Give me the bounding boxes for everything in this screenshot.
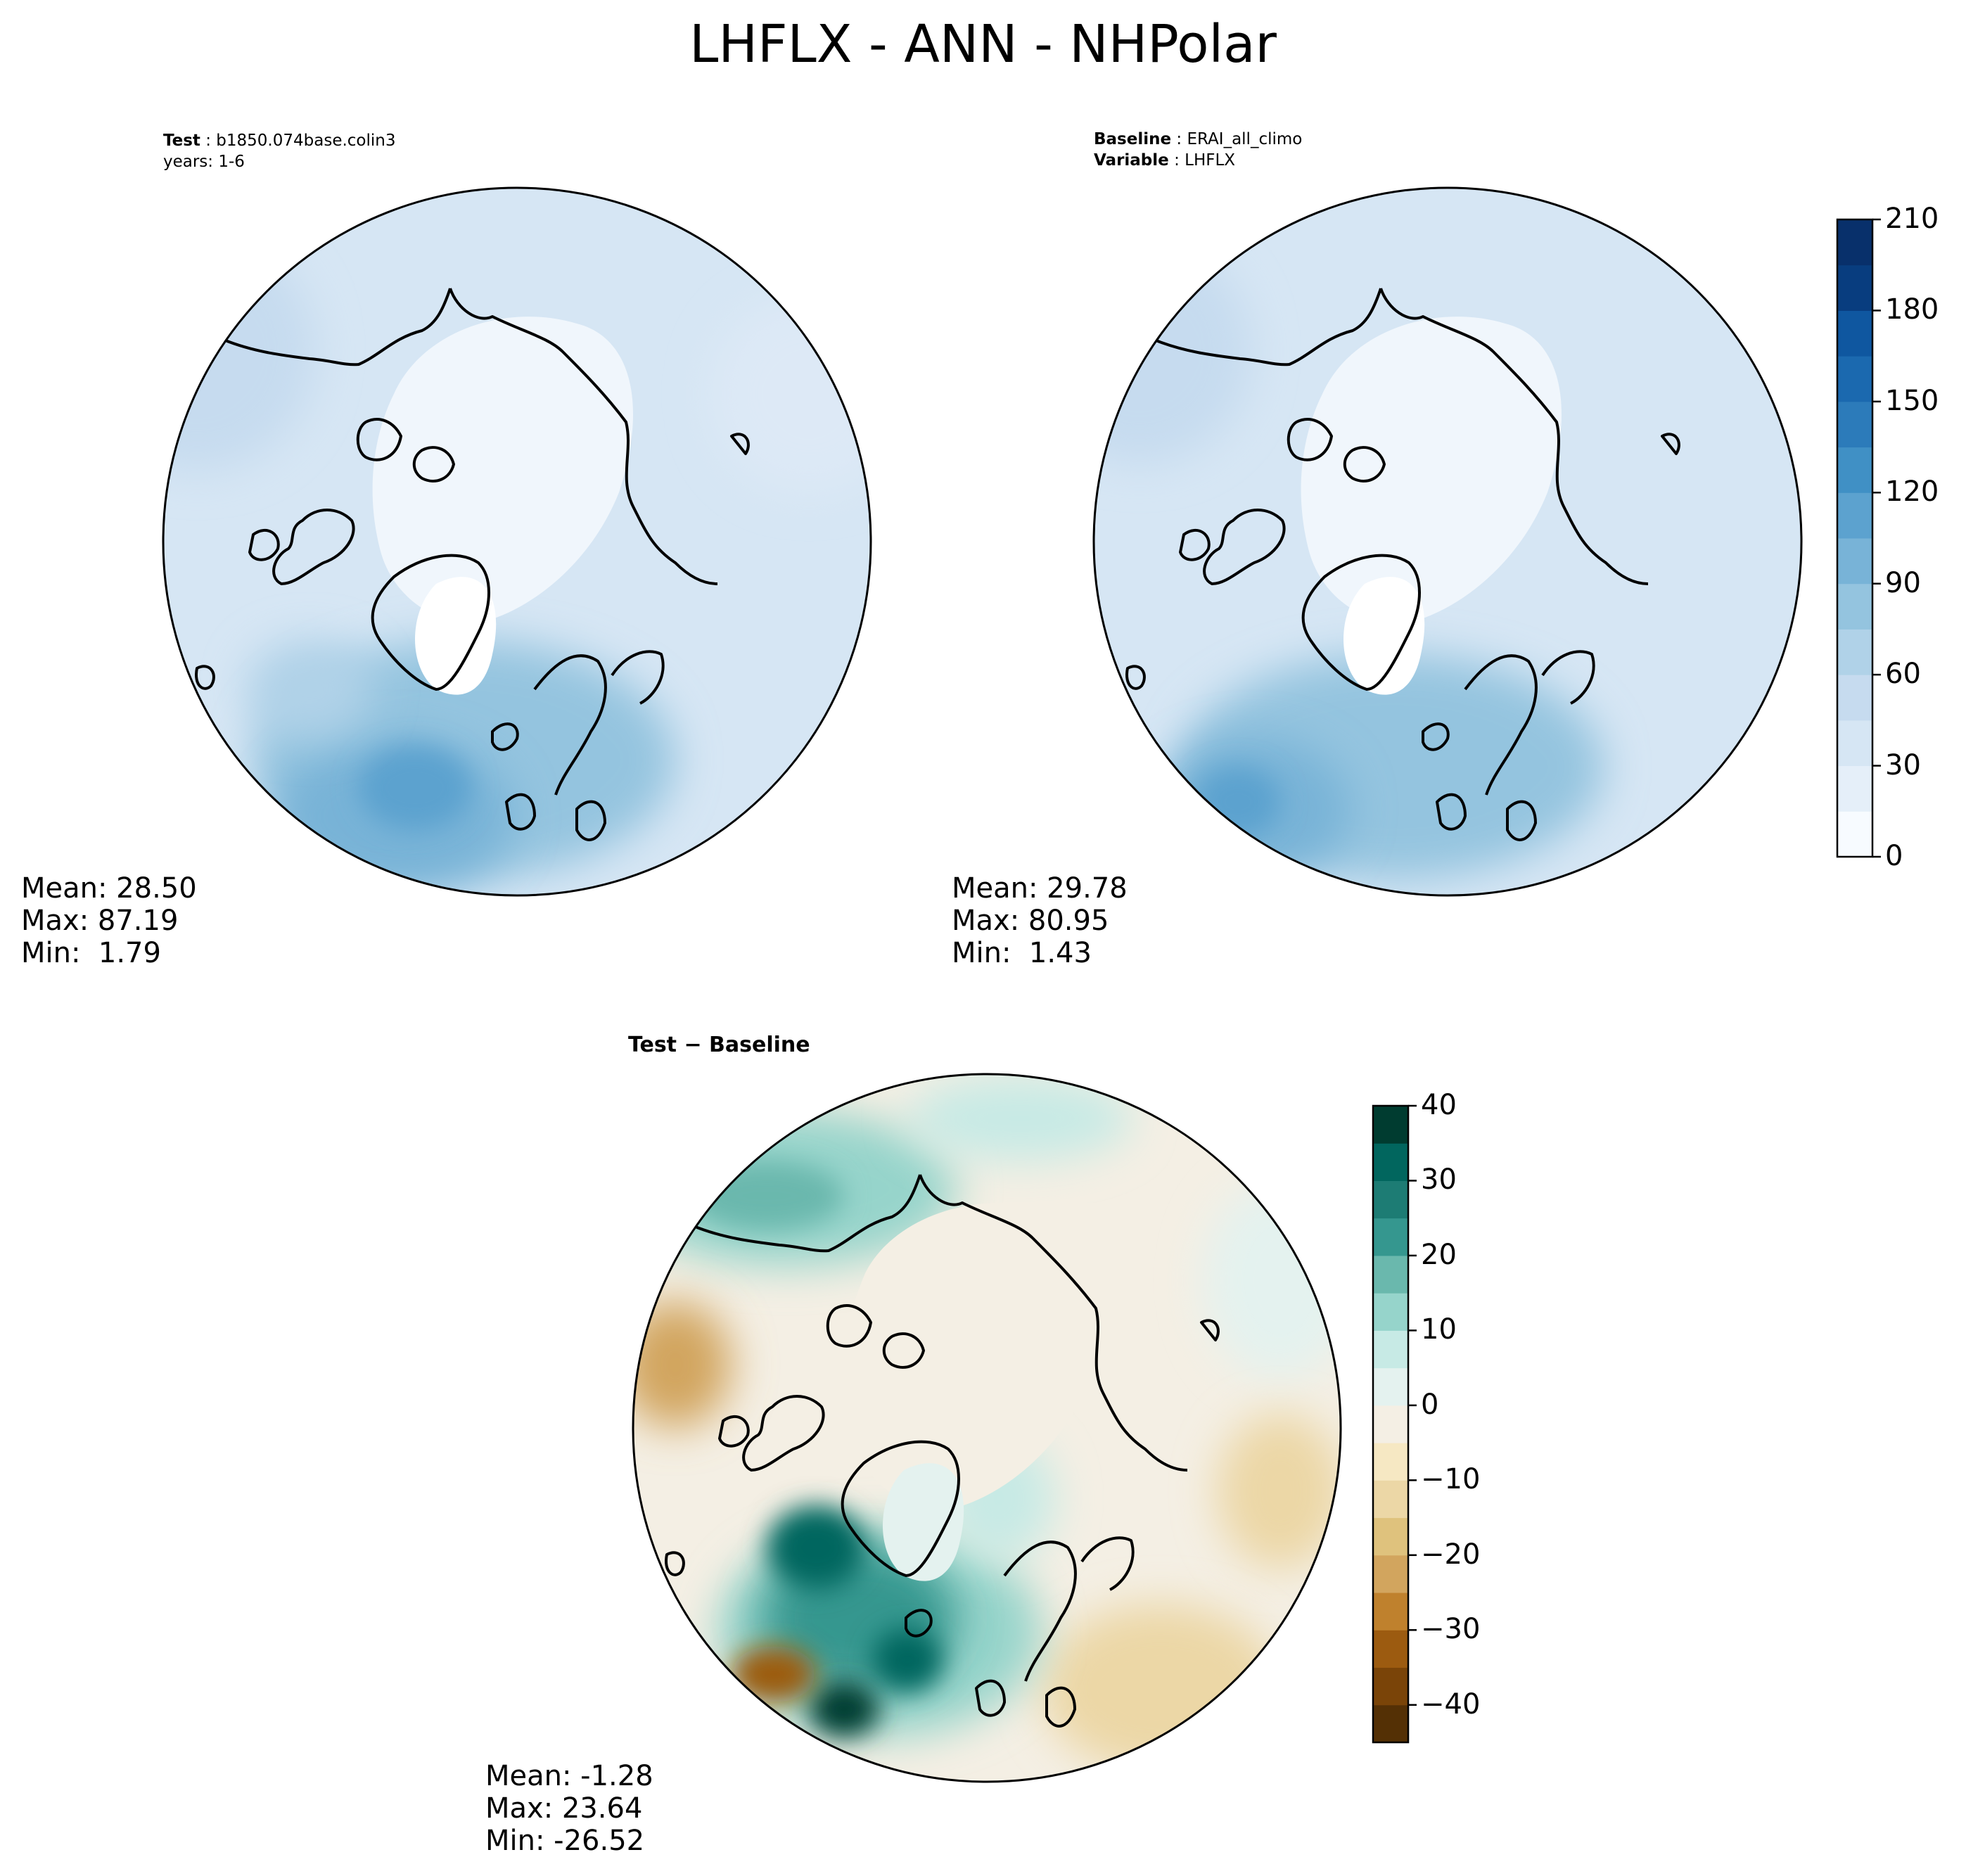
baseline-mean: Mean: 29.78: [952, 872, 1128, 905]
colorbar-diff-frame: [1372, 1104, 1410, 1744]
colorbar-diff-segment: [1373, 1704, 1408, 1743]
diff-stats: Mean: -1.28 Max: 23.64 Min: -26.52: [485, 1760, 653, 1857]
diff-map: [632, 1073, 1342, 1783]
test-max: Max: 87.19: [21, 905, 179, 937]
diff-coastlines: [665, 1159, 1254, 1728]
baseline-coastlines: [1125, 272, 1715, 841]
colorbar-diff-tick-label: 10: [1421, 1313, 1457, 1346]
colorbar-diff-segment: [1373, 1517, 1408, 1556]
colorbar-diff-segment: [1373, 1630, 1408, 1668]
diff-max: Max: 23.64: [485, 1792, 643, 1825]
baseline-max: Max: 80.95: [952, 905, 1109, 937]
colorbar-main-tick-label: 30: [1885, 748, 1921, 781]
colorbar-diff-segment: [1373, 1293, 1408, 1331]
colorbar-main-tick-label: 0: [1885, 840, 1903, 872]
colorbar-main-segment: [1837, 629, 1872, 675]
test-map: [162, 186, 872, 897]
colorbar-diff-segment: [1373, 1593, 1408, 1631]
colorbar-diff-tick-label: 40: [1421, 1089, 1457, 1121]
colorbar-diff-segment: [1373, 1405, 1408, 1443]
colorbar-main-segment: [1837, 447, 1872, 493]
colorbar-main-segment: [1837, 356, 1872, 402]
colorbar-main-segment: [1837, 492, 1872, 539]
colorbar-diff-segment: [1373, 1180, 1408, 1219]
colorbar-diff-tick-label: −10: [1421, 1463, 1481, 1496]
colorbar-diff-segment: [1373, 1367, 1408, 1406]
colorbar-diff-segment: [1373, 1143, 1408, 1181]
figure-title: LHFLX - ANN - NHPolar: [689, 14, 1277, 75]
test-map-field: [163, 188, 871, 895]
colorbar-main-segment: [1837, 811, 1872, 857]
colorbar-diff-segment: [1373, 1667, 1408, 1706]
colorbar-main-segment: [1837, 401, 1872, 448]
colorbar-diff-segment: [1373, 1255, 1408, 1294]
diff-map-field: [633, 1074, 1341, 1782]
test-years: years: 1-6: [163, 153, 245, 171]
baseline-label-key: Baseline: [1094, 130, 1172, 148]
diff-min: Min: -26.52: [485, 1825, 645, 1857]
colorbar-diff-tick-label: −30: [1421, 1613, 1481, 1646]
colorbar-main-segment: [1837, 583, 1872, 630]
colorbar-main-tick-label: 180: [1885, 293, 1939, 326]
colorbar-diff-tick-label: −20: [1421, 1538, 1481, 1571]
colorbar-diff-tick-label: 20: [1421, 1238, 1457, 1271]
colorbar-diff-segment: [1373, 1330, 1408, 1369]
colorbar-diff-segment: [1373, 1443, 1408, 1481]
test-stats: Mean: 28.50 Max: 87.19 Min: 1.79: [21, 872, 197, 969]
diff-mean: Mean: -1.28: [485, 1760, 653, 1792]
test-header: Test : b1850.074base.colin3 years: 1-6: [163, 132, 396, 171]
colorbar-main-segment: [1837, 219, 1872, 266]
baseline-variable-key: Variable: [1094, 151, 1169, 170]
baseline-variable-value: LHFLX: [1185, 151, 1236, 170]
diff-title: Test − Baseline: [628, 1033, 810, 1057]
colorbar-main-tick-label: 120: [1885, 476, 1939, 509]
colorbar-main-segment: [1837, 264, 1872, 311]
colorbar-main-segment: [1837, 765, 1872, 812]
colorbar-main-segment: [1837, 538, 1872, 585]
colorbar-diff-segment: [1373, 1480, 1408, 1519]
colorbar-diff-segment: [1373, 1218, 1408, 1256]
baseline-map-field: [1094, 188, 1801, 895]
colorbar-main-segment: [1837, 720, 1872, 767]
baseline-label-value: ERAI_all_climo: [1187, 130, 1303, 148]
colorbar-main-segment: [1837, 310, 1872, 357]
colorbar-main-tick-label: 210: [1885, 203, 1939, 235]
colorbar-main-frame: [1836, 218, 1874, 858]
colorbar-diff: [1372, 1104, 1417, 1744]
colorbar-diff-tick-label: 30: [1421, 1163, 1457, 1197]
test-label-value: b1850.074base.colin3: [216, 132, 396, 150]
baseline-min: Min: 1.43: [952, 937, 1092, 969]
colorbar-diff-tick-label: 0: [1421, 1388, 1439, 1421]
colorbar-main-segment: [1837, 675, 1872, 721]
colorbar-diff-segment: [1373, 1555, 1408, 1593]
colorbar-main-tick-label: 150: [1885, 384, 1939, 417]
test-min: Min: 1.79: [21, 937, 161, 969]
test-mean: Mean: 28.50: [21, 872, 197, 905]
colorbar-main-tick-label: 90: [1885, 566, 1921, 599]
baseline-map: [1092, 186, 1803, 897]
baseline-header: Baseline : ERAI_all_climo Variable : LHF…: [1094, 130, 1303, 170]
colorbar-diff-segment: [1373, 1106, 1408, 1144]
colorbar-diff-tick-label: −40: [1421, 1687, 1481, 1721]
colorbar-main: [1836, 218, 1881, 858]
colorbar-main-tick-label: 60: [1885, 658, 1921, 691]
test-label-key: Test: [163, 132, 200, 150]
baseline-stats: Mean: 29.78 Max: 80.95 Min: 1.43: [952, 872, 1128, 969]
